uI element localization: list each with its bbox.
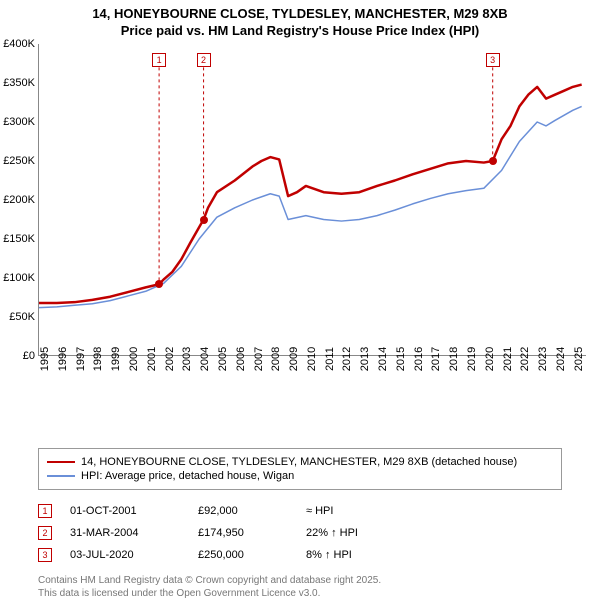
sale-marker-box: 2 bbox=[197, 53, 211, 67]
x-tick-label: 1997 bbox=[75, 347, 87, 371]
sales-row-date: 01-OCT-2001 bbox=[70, 505, 180, 517]
x-tick-label: 2007 bbox=[253, 347, 265, 371]
sales-row-price: £250,000 bbox=[198, 549, 288, 561]
series-line bbox=[39, 85, 582, 303]
title-line-1: 14, HONEYBOURNE CLOSE, TYLDESLEY, MANCHE… bbox=[0, 6, 600, 23]
chart-container: 14, HONEYBOURNE CLOSE, TYLDESLEY, MANCHE… bbox=[0, 0, 600, 600]
x-tick-label: 2002 bbox=[164, 347, 176, 371]
sale-marker-box: 1 bbox=[152, 53, 166, 67]
x-tick-label: 2012 bbox=[341, 347, 353, 371]
y-tick-label: £0 bbox=[23, 350, 35, 362]
legend-label: 14, HONEYBOURNE CLOSE, TYLDESLEY, MANCHE… bbox=[81, 456, 517, 468]
sale-marker-box: 3 bbox=[486, 53, 500, 67]
sales-row: 3 03-JUL-2020 £250,000 8% ↑ HPI bbox=[38, 544, 562, 566]
x-tick-label: 2021 bbox=[502, 347, 514, 371]
x-tick-label: 2003 bbox=[181, 347, 193, 371]
footer-line-1: Contains HM Land Registry data © Crown c… bbox=[38, 574, 562, 587]
sales-row-compare: ≈ HPI bbox=[306, 505, 396, 517]
series-line bbox=[39, 106, 582, 307]
footer-line-2: This data is licensed under the Open Gov… bbox=[38, 587, 562, 600]
x-tick-label: 2013 bbox=[359, 347, 371, 371]
x-tick-label: 1996 bbox=[57, 347, 69, 371]
title-line-2: Price paid vs. HM Land Registry's House … bbox=[0, 23, 600, 40]
x-tick-label: 2023 bbox=[537, 347, 549, 371]
y-tick-label: £50K bbox=[9, 311, 35, 323]
x-tick-label: 2020 bbox=[484, 347, 496, 371]
x-tick-label: 2010 bbox=[306, 347, 318, 371]
legend-label: HPI: Average price, detached house, Wiga… bbox=[81, 470, 294, 482]
x-tick-label: 2009 bbox=[288, 347, 300, 371]
x-tick-label: 2022 bbox=[519, 347, 531, 371]
legend: 14, HONEYBOURNE CLOSE, TYLDESLEY, MANCHE… bbox=[38, 448, 562, 490]
sales-row-price: £92,000 bbox=[198, 505, 288, 517]
sales-row-compare: 22% ↑ HPI bbox=[306, 527, 396, 539]
x-tick-label: 2001 bbox=[146, 347, 158, 371]
x-tick-label: 1999 bbox=[110, 347, 122, 371]
x-tick-label: 2014 bbox=[377, 347, 389, 371]
x-tick-label: 1998 bbox=[92, 347, 104, 371]
legend-swatch bbox=[47, 475, 75, 477]
x-tick-label: 2000 bbox=[128, 347, 140, 371]
y-tick-label: £150K bbox=[3, 233, 35, 245]
legend-swatch bbox=[47, 461, 75, 463]
sales-row-compare: 8% ↑ HPI bbox=[306, 549, 396, 561]
x-tick-label: 2018 bbox=[448, 347, 460, 371]
plot-area: £0£50K£100K£150K£200K£250K£300K£350K£400… bbox=[38, 44, 586, 356]
y-tick-label: £400K bbox=[3, 38, 35, 50]
x-tick-label: 2008 bbox=[270, 347, 282, 371]
y-tick-label: £350K bbox=[3, 77, 35, 89]
x-tick-label: 2011 bbox=[324, 347, 336, 371]
y-tick-label: £250K bbox=[3, 155, 35, 167]
legend-item: HPI: Average price, detached house, Wiga… bbox=[47, 469, 553, 483]
x-tick-label: 2025 bbox=[573, 347, 585, 371]
x-tick-label: 2006 bbox=[235, 347, 247, 371]
sales-table: 1 01-OCT-2001 £92,000 ≈ HPI 2 31-MAR-2004 £174… bbox=[38, 500, 562, 566]
x-tick-label: 2019 bbox=[466, 347, 478, 371]
x-tick-label: 2016 bbox=[413, 347, 425, 371]
sales-row-marker: 3 bbox=[38, 548, 52, 562]
sales-row-marker: 1 bbox=[38, 504, 52, 518]
sales-row-price: £174,950 bbox=[198, 527, 288, 539]
footer-attribution: Contains HM Land Registry data © Crown c… bbox=[38, 574, 562, 600]
sales-row-date: 31-MAR-2004 bbox=[70, 527, 180, 539]
x-tick-label: 2024 bbox=[555, 347, 567, 371]
sale-marker-dot bbox=[155, 280, 163, 288]
y-tick-label: £100K bbox=[3, 272, 35, 284]
x-tick-label: 2017 bbox=[430, 347, 442, 371]
sales-row-marker: 2 bbox=[38, 526, 52, 540]
x-tick-label: 2004 bbox=[199, 347, 211, 371]
sales-row: 1 01-OCT-2001 £92,000 ≈ HPI bbox=[38, 500, 562, 522]
chart-title: 14, HONEYBOURNE CLOSE, TYLDESLEY, MANCHE… bbox=[0, 0, 600, 40]
sales-row-date: 03-JUL-2020 bbox=[70, 549, 180, 561]
sales-row: 2 31-MAR-2004 £174,950 22% ↑ HPI bbox=[38, 522, 562, 544]
x-tick-label: 1995 bbox=[39, 347, 51, 371]
legend-item: 14, HONEYBOURNE CLOSE, TYLDESLEY, MANCHE… bbox=[47, 455, 553, 469]
x-tick-label: 2015 bbox=[395, 347, 407, 371]
sale-marker-dot bbox=[200, 216, 208, 224]
y-tick-label: £200K bbox=[3, 194, 35, 206]
line-layer bbox=[39, 44, 587, 356]
y-tick-label: £300K bbox=[3, 116, 35, 128]
sale-marker-dot bbox=[489, 157, 497, 165]
x-tick-label: 2005 bbox=[217, 347, 229, 371]
